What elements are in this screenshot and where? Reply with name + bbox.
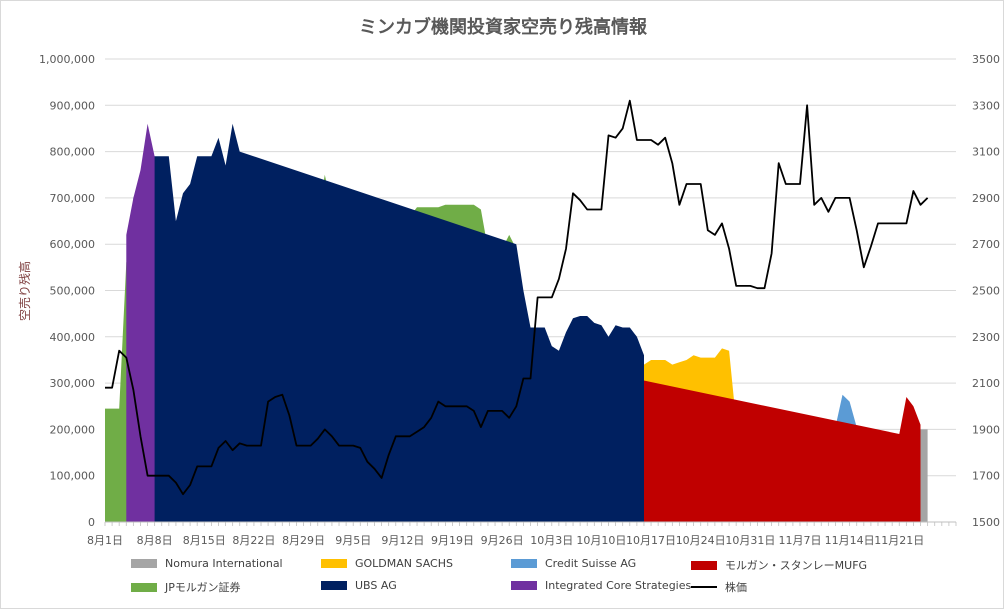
y2-tick-label: 3100 — [972, 146, 1000, 159]
y2-tick-label: 2500 — [972, 285, 1000, 298]
axes: 0 100,000 200,000 300,000 400,000 500,000 600,… — [39, 53, 1000, 547]
legend-label: UBS AG — [355, 579, 397, 592]
legend-item: JPモルガン証券 — [131, 579, 241, 595]
y2-tick-label: 1700 — [972, 470, 1000, 483]
legend-item: GOLDMAN SACHS — [321, 557, 453, 570]
y-tick-label: 1,000,000 — [39, 53, 95, 66]
legend-swatch — [691, 586, 717, 588]
legend-item: UBS AG — [321, 579, 397, 592]
legend-swatch — [691, 560, 717, 570]
legend-item: Integrated Core Strategies — [511, 579, 691, 592]
x-tick-label: 10月31日 — [725, 534, 775, 547]
y2-tick-label: 3300 — [972, 99, 1000, 112]
y2-tick-label: 2100 — [972, 377, 1000, 390]
legend-label: GOLDMAN SACHS — [355, 557, 453, 570]
x-tick-label: 10月17日 — [626, 534, 676, 547]
x-tick-label: 9月12日 — [381, 534, 424, 547]
y-tick-label: 400,000 — [50, 331, 96, 344]
y2-tick-label: 3500 — [972, 53, 1000, 66]
x-tick-label: 9月5日 — [335, 534, 371, 547]
x-tick-label: 10月10日 — [576, 534, 626, 547]
x-tick-label: 10月3日 — [530, 534, 573, 547]
y-tick-label: 800,000 — [50, 146, 96, 159]
y2-tick-label: 1500 — [972, 516, 1000, 529]
x-tick-label: 11月7日 — [778, 534, 821, 547]
area-series — [126, 123, 155, 523]
price-line-layer — [105, 99, 929, 496]
x-tick-label: 11月21日 — [874, 534, 924, 547]
legend-label: JPモルガン証券 — [165, 581, 241, 594]
legend-item: Nomura International — [131, 557, 283, 570]
y-tick-label: 700,000 — [50, 192, 96, 205]
x-tick-label: 9月19日 — [431, 534, 474, 547]
legend-swatch — [511, 581, 537, 590]
legend-label: 株価 — [725, 581, 747, 594]
legend-swatch — [511, 559, 537, 568]
y-tick-label: 0 — [88, 516, 95, 529]
area-series — [133, 123, 644, 523]
y2-tick-label: 2700 — [972, 238, 1000, 251]
legend-label: Credit Suisse AG — [545, 557, 637, 570]
area-series-layer — [105, 123, 928, 523]
x-tick-label: 8月1日 — [87, 534, 123, 547]
legend-item: モルガン・スタンレーMUFG — [691, 557, 867, 573]
x-tick-label: 8月8日 — [137, 534, 173, 547]
legend-label: Nomura International — [165, 557, 283, 570]
y2-tick-label: 1900 — [972, 423, 1000, 436]
legend-swatch — [321, 559, 347, 568]
x-tick-label: 10月24日 — [676, 534, 726, 547]
legend-item: 株価 — [691, 579, 747, 595]
y-tick-label: 900,000 — [50, 99, 96, 112]
y2-tick-label: 2900 — [972, 192, 1000, 205]
y-tick-label: 500,000 — [50, 285, 96, 298]
y-tick-label: 600,000 — [50, 238, 96, 251]
y-tick-label: 100,000 — [50, 470, 96, 483]
price-line — [105, 99, 929, 496]
x-tick-label: 8月15日 — [183, 534, 226, 547]
legend-item: Credit Suisse AG — [511, 557, 636, 570]
y-axis-label: 空売り残高 — [17, 261, 32, 321]
y-tick-label: 300,000 — [50, 377, 96, 390]
y2-tick-label: 2300 — [972, 331, 1000, 344]
x-tick-label: 8月22日 — [232, 534, 275, 547]
y-tick-label: 200,000 — [50, 423, 96, 436]
legend-swatch — [131, 582, 157, 592]
legend-swatch — [321, 581, 347, 590]
legend-label: Integrated Core Strategies — [545, 579, 692, 592]
x-tick-label: 9月26日 — [481, 534, 524, 547]
chart-title: ミンカブ機関投資家空売り残高情報 — [359, 16, 648, 38]
x-tick-label: 8月29日 — [282, 534, 325, 547]
legend-swatch — [131, 559, 157, 568]
legend-label: モルガン・スタンレーMUFG — [725, 559, 868, 572]
x-tick-label: 11月14日 — [825, 534, 875, 547]
